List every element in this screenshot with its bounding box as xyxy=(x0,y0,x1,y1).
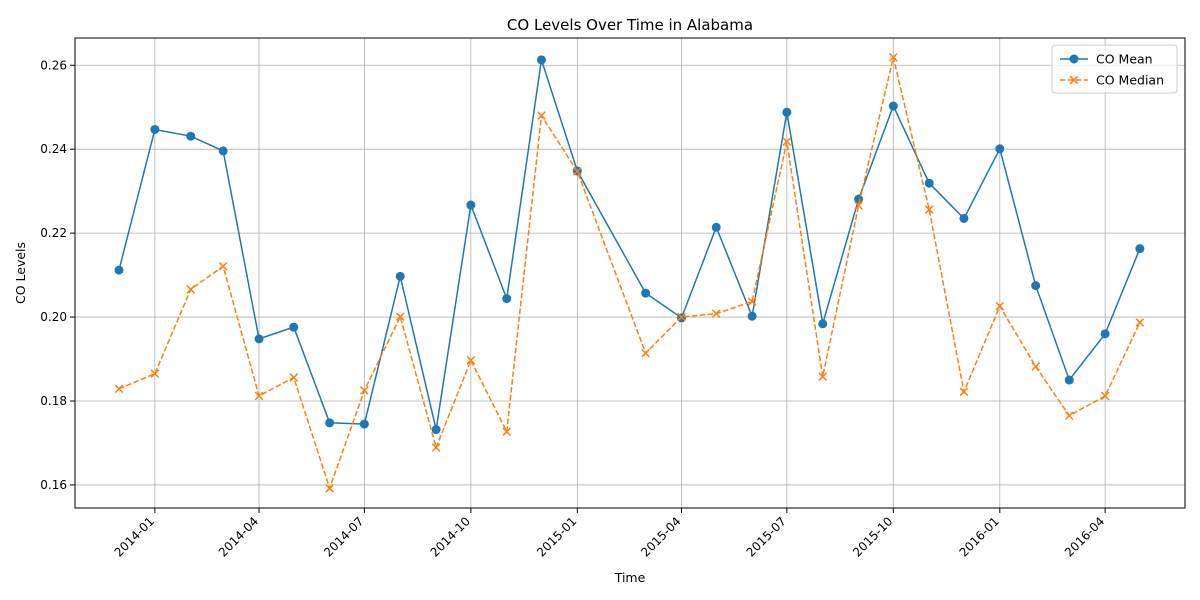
data-point-co-median xyxy=(360,386,369,395)
legend: CO Mean CO Median xyxy=(1051,44,1178,94)
data-point-co-mean xyxy=(711,222,721,232)
chart-title: CO Levels Over Time in Alabama xyxy=(507,16,753,34)
data-point-co-mean xyxy=(536,55,546,65)
data-point-co-median xyxy=(747,297,757,306)
data-point-co-mean xyxy=(114,265,124,275)
data-point-co-mean xyxy=(431,425,441,435)
data-point-co-median xyxy=(431,443,441,452)
data-point-co-median xyxy=(1100,391,1110,401)
data-point-co-median xyxy=(782,137,792,146)
legend-label-co-median: CO Median xyxy=(1096,73,1164,88)
data-point-co-mean xyxy=(959,213,969,223)
plot-frame xyxy=(74,37,1186,509)
data-point-co-mean xyxy=(924,178,934,188)
data-point-co-median xyxy=(924,205,934,214)
data-point-co-median xyxy=(573,167,582,176)
data-point-co-median xyxy=(150,369,160,379)
series-co-median xyxy=(114,52,1145,493)
data-point-co-median xyxy=(818,372,828,381)
data-point-co-median xyxy=(888,52,898,62)
data-point-co-median xyxy=(325,483,334,493)
data-point-co-median xyxy=(537,111,546,120)
data-point-co-median xyxy=(254,391,264,401)
y-tick-label: 0.18 xyxy=(40,394,67,408)
data-point-co-mean xyxy=(502,294,512,304)
data-point-co-median xyxy=(711,309,721,319)
y-axis-label: CO Levels xyxy=(13,242,28,304)
y-axis: 0.16 0.18 0.20 0.22 0.24 0.26 xyxy=(40,58,75,492)
data-point-co-mean xyxy=(359,419,369,429)
data-point-co-median xyxy=(641,348,650,358)
legend-marker-co-mean xyxy=(1069,54,1079,64)
data-point-co-median xyxy=(677,312,686,322)
data-point-co-mean xyxy=(782,107,792,117)
data-point-co-median xyxy=(1031,362,1041,371)
grid-lines xyxy=(75,38,1185,508)
data-point-co-mean xyxy=(150,124,160,134)
y-tick-label: 0.16 xyxy=(40,478,67,492)
data-point-co-mean xyxy=(395,271,405,281)
data-point-co-mean xyxy=(186,131,196,141)
legend-box xyxy=(1051,44,1178,94)
series-layer xyxy=(114,52,1145,493)
data-point-co-mean xyxy=(1100,329,1110,339)
series-co-mean xyxy=(114,55,1145,435)
legend-label-co-mean: CO Mean xyxy=(1096,52,1153,67)
data-point-co-mean xyxy=(1135,244,1145,254)
data-point-co-mean xyxy=(289,322,299,332)
y-tick-label: 0.20 xyxy=(40,310,67,324)
data-point-co-median xyxy=(218,261,228,271)
data-point-co-median xyxy=(186,285,196,294)
y-tick-label: 0.26 xyxy=(40,58,67,72)
data-point-co-median xyxy=(289,373,299,382)
data-point-co-median xyxy=(854,201,863,210)
data-point-co-mean xyxy=(1064,375,1074,385)
data-point-co-mean xyxy=(747,311,757,321)
x-axis-label: Time xyxy=(614,570,646,585)
data-point-co-mean xyxy=(995,144,1005,154)
data-point-co-mean xyxy=(466,200,476,210)
data-point-co-median xyxy=(995,301,1005,311)
data-point-co-mean xyxy=(888,101,898,111)
legend-marker-co-median xyxy=(1069,75,1079,85)
y-tick-label: 0.22 xyxy=(40,226,67,240)
data-point-co-mean xyxy=(254,334,264,344)
data-point-co-mean xyxy=(641,288,651,298)
data-point-co-median xyxy=(1135,318,1145,327)
data-point-co-mean xyxy=(1031,281,1041,291)
data-point-co-mean xyxy=(818,319,828,329)
data-point-co-median xyxy=(395,312,405,321)
data-point-co-median xyxy=(466,355,476,365)
data-point-co-median xyxy=(959,387,969,397)
data-point-co-mean xyxy=(325,418,335,428)
data-point-co-median xyxy=(1064,411,1074,421)
data-point-co-median xyxy=(114,384,124,394)
data-point-co-mean xyxy=(218,146,228,156)
data-point-co-median xyxy=(502,427,512,436)
y-tick-label: 0.24 xyxy=(40,142,67,156)
